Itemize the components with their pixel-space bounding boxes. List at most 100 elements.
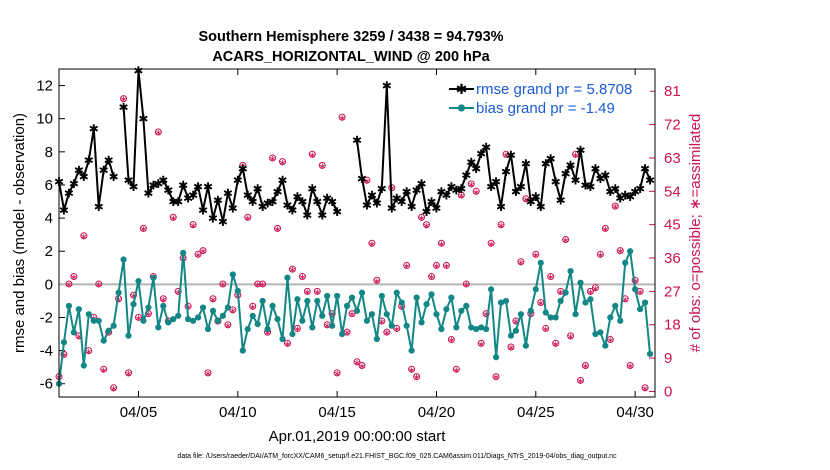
obs-possible-marker <box>497 221 505 229</box>
rmse-point: ✱ <box>372 197 382 211</box>
obs-possible-marker <box>482 310 490 318</box>
rmse-point: ✱ <box>600 169 610 183</box>
bias-point <box>175 312 182 319</box>
y-tick-label: 6 <box>45 177 53 194</box>
bias-point <box>463 302 470 309</box>
bias-point <box>284 274 291 281</box>
y-right-tick-label: 63 <box>664 150 681 167</box>
obs-assimilated-marker: ∗ <box>239 162 247 172</box>
rmse-point: ✱ <box>605 185 615 199</box>
obs-possible-marker <box>308 150 316 158</box>
rmse-point: ✱ <box>203 180 213 194</box>
bias-point <box>185 316 192 323</box>
bias-point <box>65 302 73 309</box>
obs-assimilated-marker: ∗ <box>373 277 381 287</box>
rmse-point: ✱ <box>223 187 233 201</box>
rmse-point: ✱ <box>456 182 466 196</box>
obs-possible-marker <box>244 213 252 221</box>
obs-possible-marker <box>209 295 217 303</box>
rmse-point: ✱ <box>377 182 387 196</box>
bias-point <box>473 325 480 333</box>
rmse-point: ✱ <box>491 175 501 189</box>
y-tick-label: 0 <box>45 276 53 293</box>
obs-assimilated-marker: ∗ <box>641 384 649 394</box>
obs-assimilated-marker: ∗ <box>507 344 515 354</box>
obs-possible-marker <box>259 280 267 288</box>
obs-assimilated-marker: ∗ <box>453 366 461 376</box>
bias-point <box>408 347 415 354</box>
rmse-point: ✱ <box>551 175 561 189</box>
obs-assimilated-marker: ∗ <box>60 351 68 361</box>
bias-point <box>140 317 147 324</box>
obs-assimilated-marker: ∗ <box>532 251 540 261</box>
obs-possible-marker <box>174 287 182 295</box>
y-axis-right: 0 9 18 27 36 45 54 63 72 81 <box>649 83 681 400</box>
bias-point <box>299 317 306 324</box>
rmse-point: ✱ <box>516 180 526 194</box>
obs-assimilated-marker: ∗ <box>264 329 272 339</box>
obs-possible-marker <box>368 239 376 247</box>
rmse-point: ✱ <box>362 198 372 212</box>
rmse-point: ✱ <box>273 185 283 199</box>
obs-possible-marker <box>507 343 515 351</box>
rmse-point: ✱ <box>158 173 168 187</box>
obs-assimilated-marker: ∗ <box>582 362 590 372</box>
y-axis-left: -6 -4 -2 0 2 4 6 8 10 12 <box>36 78 65 393</box>
bias-point <box>597 329 604 336</box>
bias-point <box>517 311 525 318</box>
bias-point <box>334 292 341 300</box>
obs-assimilated-marker: ∗ <box>448 336 456 346</box>
obs-assimilated-marker: ∗ <box>130 292 138 302</box>
bias-point <box>483 325 490 333</box>
obs-assimilated-marker: ∗ <box>368 240 376 250</box>
obs-assimilated-marker: ∗ <box>403 262 411 272</box>
rmse-point: ✱ <box>332 205 342 219</box>
obs-assimilated-marker: ∗ <box>621 295 629 305</box>
obs-possible-marker <box>249 302 257 310</box>
rmse-point: ✱ <box>69 177 79 191</box>
obs-assimilated-marker: ∗ <box>353 358 361 368</box>
bias-point <box>120 256 127 263</box>
obs-possible-marker <box>318 161 326 169</box>
rmse-point: ✱ <box>511 185 521 199</box>
y-right-tick-label: 72 <box>664 117 681 134</box>
rmse-point: ✱ <box>640 162 650 176</box>
rmse-point: ✱ <box>99 164 109 178</box>
rmse-point: ✱ <box>501 165 511 179</box>
rmse-point: ✱ <box>556 193 566 207</box>
obs-possible-marker <box>423 221 431 229</box>
obs-assimilated-marker: ∗ <box>398 303 406 313</box>
bias-point <box>224 304 231 311</box>
bias-point <box>428 291 435 298</box>
bias-point <box>60 339 68 346</box>
bias-point <box>304 297 311 305</box>
obs-possible-marker <box>596 250 604 258</box>
rmse-point: ✱ <box>541 157 551 171</box>
obs-possible-marker <box>442 261 450 269</box>
obs-possible-marker <box>194 250 202 258</box>
bias-point <box>522 342 529 349</box>
obs-possible-marker <box>522 195 530 203</box>
obs-assimilated-marker: ∗ <box>572 151 580 161</box>
obs-possible-marker <box>428 273 435 281</box>
obs-assimilated-marker: ∗ <box>333 370 341 380</box>
x-tick-label: 04/25 <box>517 404 555 421</box>
rmse-point: ✱ <box>253 182 263 196</box>
obs-assimilated-marker: ∗ <box>289 266 297 276</box>
obs-assimilated-marker: ∗ <box>458 192 466 202</box>
rmse-point: ✱ <box>357 172 367 186</box>
rmse-point: ✱ <box>238 162 248 176</box>
obs-assimilated-marker: ∗ <box>194 251 202 261</box>
rmse-point: ✱ <box>566 159 576 173</box>
obs-assimilated-marker: ∗ <box>393 325 401 335</box>
rmse-point: ✱ <box>233 173 243 187</box>
obs-possible-marker <box>641 384 649 392</box>
bias-point <box>110 322 117 329</box>
bias-point <box>199 304 207 311</box>
rmse-point: ✱ <box>178 178 188 192</box>
bias-point <box>353 307 361 314</box>
y-tick-label: 4 <box>45 210 53 227</box>
rmse-point: ✱ <box>546 152 556 166</box>
obs-assimilated-marker: ∗ <box>562 236 570 246</box>
